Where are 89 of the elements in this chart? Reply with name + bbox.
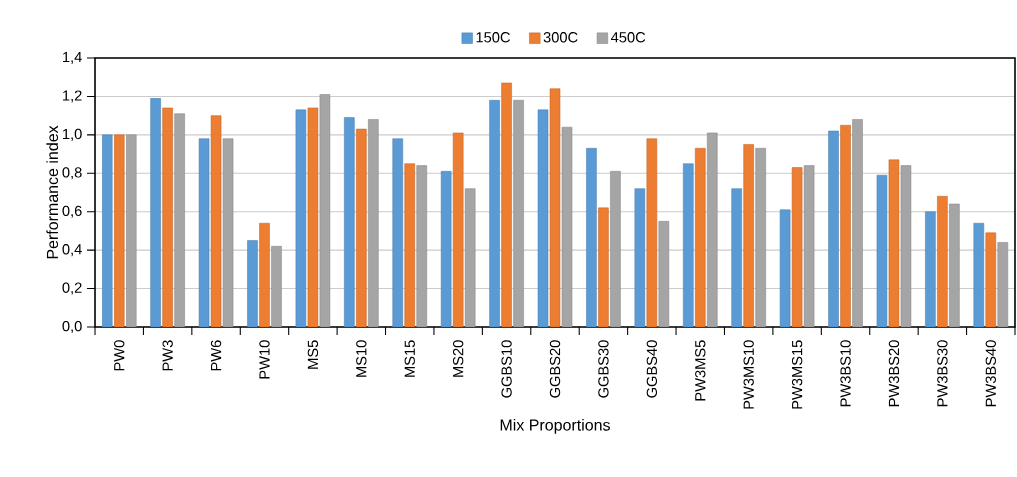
bar <box>440 171 452 327</box>
x-tick-label: PW3 <box>162 340 173 371</box>
x-tick-label: PW0 <box>114 340 125 371</box>
bar <box>598 207 609 327</box>
bar <box>271 246 282 327</box>
x-tick-label: MS15 <box>404 340 415 377</box>
x-tick-label: GGBS40 <box>646 340 658 398</box>
bar <box>247 240 258 327</box>
x-tick-label: PW3MS10 <box>743 340 754 409</box>
x-tick-label: PW3MS15 <box>791 340 803 409</box>
bar <box>368 119 379 327</box>
y-tick-label: 0,8 <box>62 167 82 180</box>
bar <box>259 222 270 327</box>
bar <box>852 119 863 327</box>
bar <box>501 82 512 327</box>
bar <box>876 174 888 327</box>
bar <box>925 211 936 327</box>
bar <box>900 165 912 327</box>
bar <box>658 221 670 327</box>
bar <box>634 188 646 327</box>
bar <box>513 99 524 327</box>
y-tick-label: 0,4 <box>62 244 82 257</box>
bar <box>695 148 706 327</box>
bar <box>828 130 839 327</box>
bar <box>210 115 222 327</box>
legend-label: 450C <box>611 32 646 43</box>
bar <box>646 138 658 327</box>
bar <box>610 171 621 327</box>
x-tick-label: GGBS30 <box>598 340 609 398</box>
x-tick-label: PW3BS20 <box>888 340 900 407</box>
x-tick-label: PW3BS40 <box>985 340 996 407</box>
bar <box>198 138 210 327</box>
x-axis-title: Mix Proportions <box>500 418 610 434</box>
x-tick-label: MS10 <box>356 340 367 377</box>
bar <box>150 98 161 327</box>
bar <box>392 138 404 327</box>
bar <box>549 88 561 327</box>
x-tick-label: GGBS10 <box>501 340 512 398</box>
legend-label: 300C <box>543 32 578 43</box>
legend-label: 150C <box>476 32 510 43</box>
bar <box>937 196 948 327</box>
bar <box>803 165 815 327</box>
bar <box>464 188 476 327</box>
y-tick-label: 0,2 <box>62 282 82 295</box>
bar <box>162 107 173 327</box>
y-axis-title: Performance index <box>46 125 59 259</box>
bar <box>113 134 125 327</box>
bar <box>561 126 573 327</box>
y-tick-label: 1,4 <box>63 52 82 64</box>
bar <box>949 203 960 327</box>
bar <box>985 232 997 327</box>
y-tick-label: 0,0 <box>62 320 82 334</box>
bar <box>489 99 500 327</box>
bar <box>125 134 137 327</box>
bar <box>743 144 754 327</box>
bar <box>356 128 367 327</box>
bar <box>997 242 1009 327</box>
x-tick-label: PW3BS30 <box>937 340 948 407</box>
x-tick-label: PW6 <box>210 340 222 371</box>
x-tick-label: MS20 <box>452 340 464 377</box>
bar <box>319 94 331 327</box>
bar <box>101 134 113 327</box>
bar <box>222 138 234 327</box>
bar <box>731 188 742 327</box>
bar <box>537 109 549 327</box>
bar <box>174 113 185 327</box>
bar <box>344 117 355 327</box>
y-tick-label: 1,0 <box>63 128 82 141</box>
bar <box>791 167 803 327</box>
y-tick-label: 0,6 <box>62 205 82 218</box>
x-tick-label: MS5 <box>307 340 319 369</box>
bar <box>683 163 694 327</box>
x-tick-label: PW3BS10 <box>840 340 851 407</box>
bar <box>452 132 464 327</box>
bar <box>707 132 718 327</box>
bar <box>586 148 597 327</box>
y-tick-label: 1,2 <box>63 90 82 103</box>
bar <box>973 222 985 327</box>
x-tick-label: PW3MS5 <box>695 340 706 401</box>
bar <box>888 159 900 327</box>
bar <box>307 107 319 327</box>
bar <box>755 148 766 327</box>
bar <box>840 124 851 327</box>
bar <box>416 165 428 327</box>
bar <box>779 209 791 327</box>
bar <box>295 109 307 327</box>
x-tick-label: PW10 <box>259 340 270 379</box>
x-tick-label: GGBS20 <box>549 340 561 398</box>
bar <box>404 163 416 327</box>
